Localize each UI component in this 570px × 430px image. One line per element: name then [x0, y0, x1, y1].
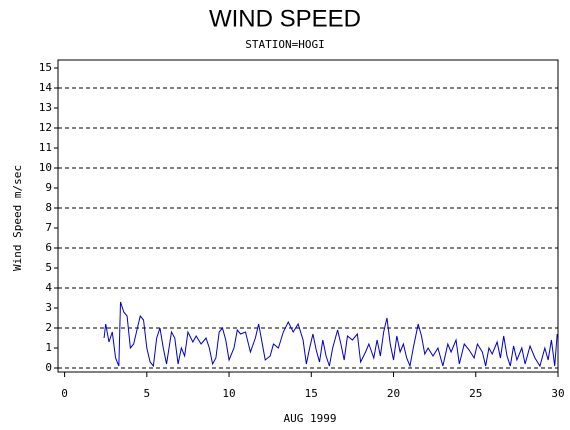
y-tick-label: 10 — [39, 161, 52, 174]
y-tick-label: 15 — [39, 61, 52, 74]
y-tick-label: 9 — [45, 181, 52, 194]
x-axis-label: AUG 1999 — [284, 412, 337, 425]
x-tick-label: 25 — [469, 387, 482, 400]
y-tick-label: 2 — [45, 321, 52, 334]
x-tick-label: 15 — [305, 387, 318, 400]
x-tick-label: 10 — [222, 387, 235, 400]
y-tick-label: 5 — [45, 261, 52, 274]
chart-title: WIND SPEED — [209, 5, 361, 32]
y-tick-label: 8 — [45, 201, 52, 214]
y-tick-label: 4 — [45, 281, 52, 294]
y-tick-label: 13 — [39, 101, 52, 114]
x-tick-label: 0 — [61, 387, 68, 400]
y-axis-label: Wind Speed m/sec — [11, 165, 24, 271]
x-tick-label: 5 — [144, 387, 151, 400]
data-line — [103, 301, 558, 368]
y-tick-label: 1 — [45, 341, 52, 354]
y-tick-label: 14 — [39, 81, 53, 94]
plot-frame — [57, 59, 559, 373]
y-tick-label: 0 — [45, 361, 52, 374]
y-tick-label: 3 — [45, 301, 52, 314]
chart-subtitle: STATION=HOGI — [245, 38, 324, 51]
y-tick-label: 7 — [45, 221, 52, 234]
y-tick-label: 12 — [39, 121, 52, 134]
x-tick-label: 30 — [551, 387, 564, 400]
x-tick-label: 20 — [387, 387, 400, 400]
y-tick-label: 6 — [45, 241, 52, 254]
y-tick-label: 11 — [39, 141, 52, 154]
